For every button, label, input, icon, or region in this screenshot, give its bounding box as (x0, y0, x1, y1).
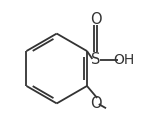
Text: O: O (90, 96, 102, 111)
Text: OH: OH (113, 53, 134, 67)
Text: O: O (90, 12, 102, 27)
Text: S: S (91, 52, 100, 67)
